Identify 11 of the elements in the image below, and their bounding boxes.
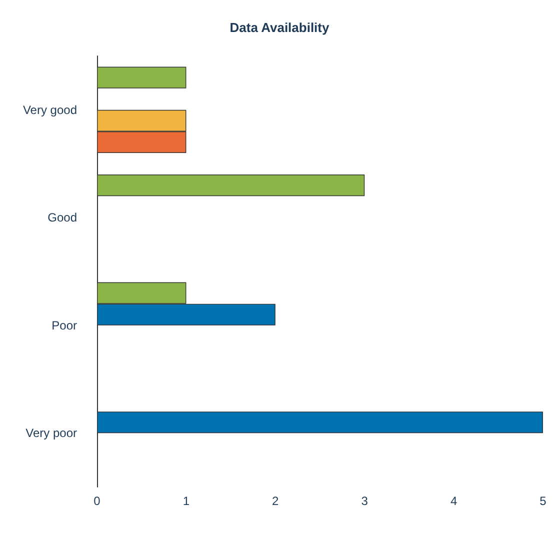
x-tick-label: 3	[361, 494, 368, 508]
y-tick-label: Very good	[22, 102, 77, 117]
x-tick-label: 0	[94, 494, 101, 508]
chart-title: Data Availability	[230, 20, 330, 35]
y-tick-label: Good	[48, 210, 77, 225]
x-tick-label: 5	[540, 494, 547, 508]
x-tick-label: 2	[272, 494, 280, 508]
x-tick-label: 4	[450, 494, 458, 508]
x-tick-label: 1	[182, 494, 190, 508]
y-tick-label: Poor	[52, 318, 77, 332]
y-tick-label: Very poor	[26, 426, 77, 440]
